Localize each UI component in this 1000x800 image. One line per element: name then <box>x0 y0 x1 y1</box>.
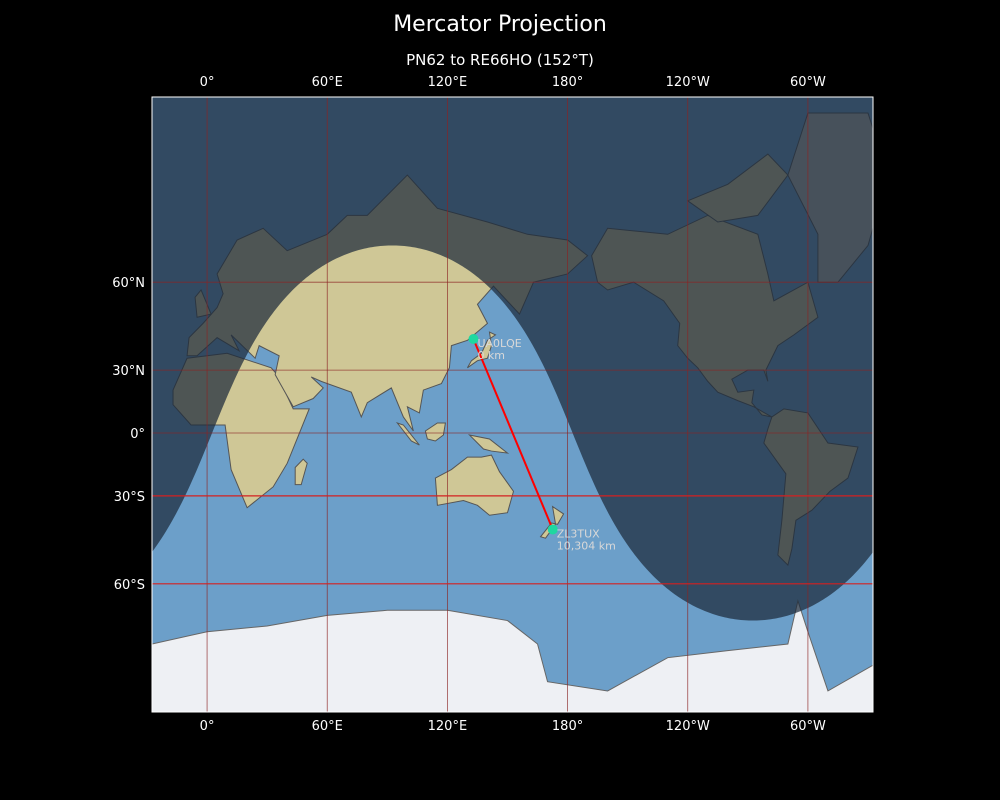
lat-tick-label: 30°N <box>112 364 145 379</box>
figure-title: Mercator Projection <box>393 12 607 37</box>
lon-tick-label-top: 0° <box>200 75 215 90</box>
land-antarctica <box>152 598 873 712</box>
lat-tick-label: 30°S <box>114 490 145 505</box>
lon-tick-label-bottom: 0° <box>200 719 215 734</box>
land-madagascar <box>294 458 308 486</box>
lat-tick-label: 0° <box>130 427 145 442</box>
station-distance: 0 km <box>477 349 505 362</box>
great-circle-path <box>472 338 554 530</box>
land-newguinea <box>467 434 510 454</box>
map-frame <box>151 96 874 713</box>
lat-tick-label: 60°S <box>114 578 145 593</box>
station-callsign: ZL3TUX <box>557 527 600 540</box>
lon-tick-label-top: 60°E <box>312 75 343 90</box>
lon-tick-label-bottom: 60°W <box>790 719 826 734</box>
lon-tick-label-top: 120°W <box>666 75 710 90</box>
lon-tick-label-bottom: 60°E <box>312 719 343 734</box>
station-marker[interactable] <box>468 334 479 345</box>
land-sumatra <box>395 421 420 446</box>
night-shading <box>152 97 873 621</box>
lon-tick-label-top: 60°W <box>790 75 826 90</box>
land-borneo <box>424 422 446 442</box>
station-distance: 10,304 km <box>557 539 616 552</box>
station-callsign: UA0LQE <box>477 337 521 350</box>
lon-tick-label-top: 120°E <box>428 75 468 90</box>
lon-tick-label-bottom: 120°E <box>428 719 468 734</box>
station-marker[interactable] <box>547 524 558 535</box>
lat-tick-label: 60°N <box>112 276 145 291</box>
land-australia <box>434 454 515 516</box>
lon-tick-label-bottom: 120°W <box>666 719 710 734</box>
lon-tick-label-top: 180° <box>552 75 583 90</box>
map-subtitle: PN62 to RE66HO (152°T) <box>406 51 594 69</box>
lon-tick-label-bottom: 180° <box>552 719 583 734</box>
